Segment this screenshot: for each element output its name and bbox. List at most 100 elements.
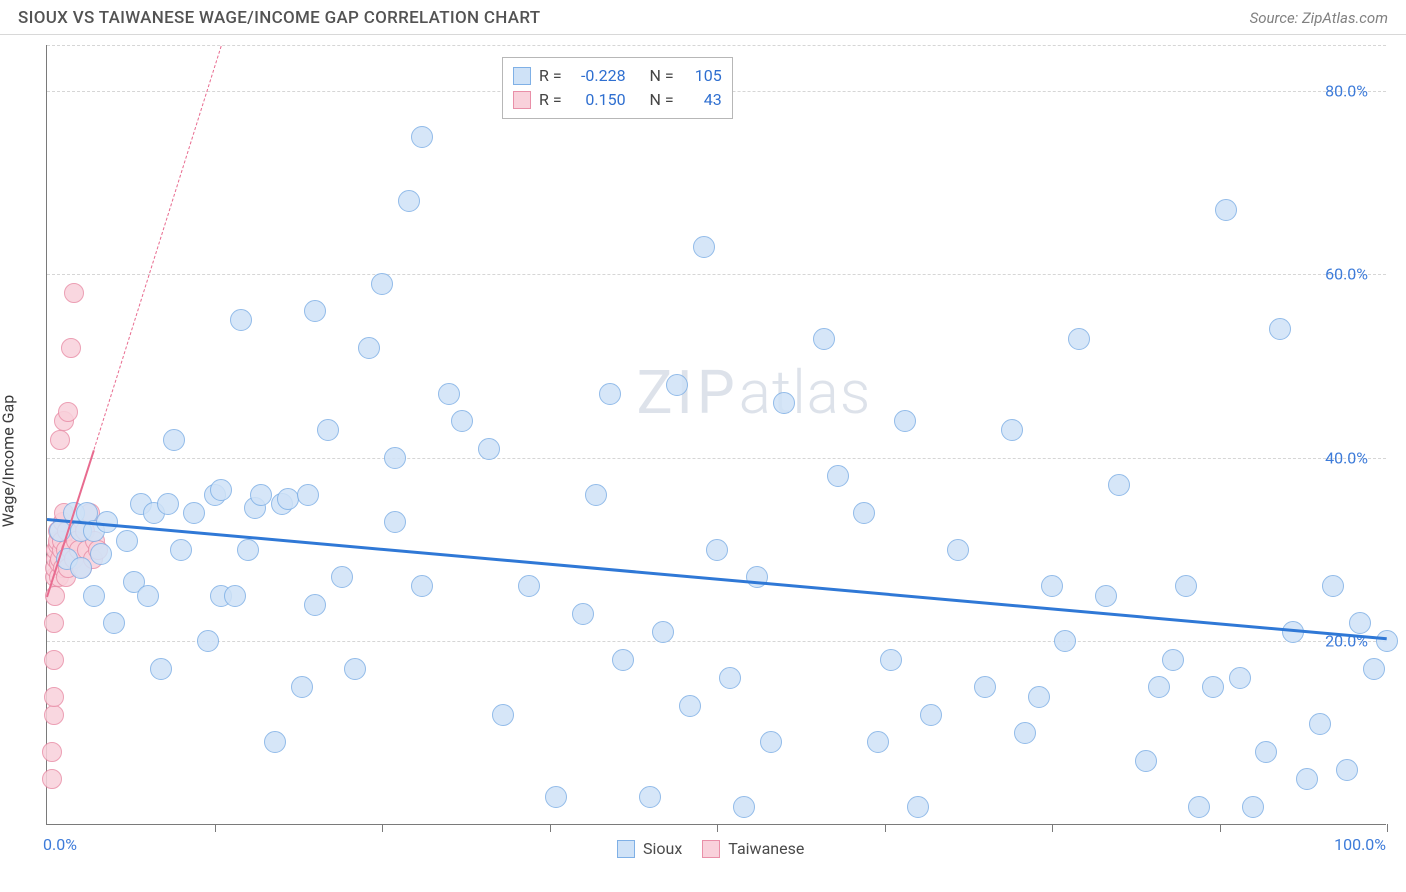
data-point-sioux	[297, 484, 319, 506]
data-point-sioux	[103, 612, 125, 634]
data-point-sioux	[1014, 722, 1036, 744]
data-point-taiwanese	[61, 338, 81, 358]
data-point-sioux	[599, 383, 621, 405]
x-label-min: 0.0%	[43, 835, 77, 854]
data-point-sioux	[451, 410, 473, 432]
legend-r-label: R =	[539, 88, 562, 112]
x-tick	[885, 824, 886, 832]
data-point-sioux	[317, 419, 339, 441]
data-point-sioux	[1336, 759, 1358, 781]
data-point-sioux	[1095, 585, 1117, 607]
data-point-sioux	[1188, 796, 1210, 818]
correlation-legend: R =-0.228 N =105R =0.150 N =43	[502, 57, 733, 119]
data-point-sioux	[652, 621, 674, 643]
chart-source: Source: ZipAtlas.com	[1250, 9, 1388, 27]
data-point-sioux	[1363, 658, 1385, 680]
data-point-sioux	[920, 704, 942, 726]
legend-n-value: 105	[682, 64, 722, 88]
series-legend: Sioux Taiwanese	[617, 839, 804, 858]
data-point-sioux	[880, 649, 902, 671]
chart-title: SIOUX VS TAIWANESE WAGE/INCOME GAP CORRE…	[18, 8, 540, 28]
data-point-sioux	[1255, 741, 1277, 763]
legend-swatch	[513, 67, 531, 85]
legend-r-label: R =	[539, 64, 562, 88]
data-point-sioux	[1296, 768, 1318, 790]
data-point-taiwanese	[44, 705, 64, 725]
data-point-sioux	[183, 502, 205, 524]
data-point-sioux	[1068, 328, 1090, 350]
data-point-sioux	[438, 383, 460, 405]
data-point-sioux	[1309, 713, 1331, 735]
x-tick	[1387, 824, 1388, 832]
x-tick	[215, 824, 216, 832]
data-point-sioux	[827, 465, 849, 487]
data-point-sioux	[264, 731, 286, 753]
data-point-sioux	[1269, 318, 1291, 340]
data-point-sioux	[947, 539, 969, 561]
data-point-sioux	[706, 539, 728, 561]
trend-taiwanese-ext	[93, 45, 221, 449]
y-tick-label: 60.0%	[1325, 265, 1368, 284]
data-point-sioux	[492, 704, 514, 726]
data-point-sioux	[1202, 676, 1224, 698]
data-point-sioux	[1028, 686, 1050, 708]
data-point-sioux	[83, 585, 105, 607]
data-point-sioux	[1242, 796, 1264, 818]
data-point-sioux	[1349, 612, 1371, 634]
data-point-sioux	[210, 479, 232, 501]
data-point-sioux	[666, 374, 688, 396]
data-point-sioux	[137, 585, 159, 607]
legend-label: Taiwanese	[728, 839, 804, 858]
legend-r-value: -0.228	[570, 64, 626, 88]
data-point-sioux	[773, 392, 795, 414]
legend-n-value: 43	[682, 88, 722, 112]
x-tick	[717, 824, 718, 832]
gridline	[47, 641, 1386, 642]
plot-area: ZIPatlas 20.0%40.0%60.0%80.0%0.0%100.0%R…	[46, 45, 1386, 825]
data-point-sioux	[1322, 575, 1344, 597]
data-point-sioux	[1148, 676, 1170, 698]
legend-r-value: 0.150	[570, 88, 626, 112]
data-point-sioux	[1054, 630, 1076, 652]
data-point-sioux	[760, 731, 782, 753]
data-point-sioux	[572, 603, 594, 625]
data-point-sioux	[90, 543, 112, 565]
data-point-sioux	[344, 658, 366, 680]
data-point-sioux	[907, 796, 929, 818]
legend-item: Sioux	[617, 839, 682, 858]
data-point-sioux	[250, 484, 272, 506]
data-point-sioux	[157, 493, 179, 515]
data-point-sioux	[277, 488, 299, 510]
x-label-max: 100.0%	[1334, 835, 1386, 854]
data-point-sioux	[733, 796, 755, 818]
data-point-sioux	[70, 557, 92, 579]
watermark-zip: ZIP	[637, 357, 739, 428]
legend-label: Sioux	[643, 839, 682, 858]
watermark-atlas: atlas	[739, 357, 872, 428]
y-tick-label: 80.0%	[1325, 81, 1368, 100]
data-point-sioux	[853, 502, 875, 524]
legend-n-label: N =	[650, 88, 674, 112]
data-point-taiwanese	[58, 402, 78, 422]
legend-swatch	[513, 91, 531, 109]
data-point-sioux	[1215, 199, 1237, 221]
data-point-sioux	[304, 300, 326, 322]
legend-item: Taiwanese	[702, 839, 804, 858]
data-point-sioux	[693, 236, 715, 258]
data-point-sioux	[384, 447, 406, 469]
data-point-sioux	[371, 273, 393, 295]
data-point-sioux	[1162, 649, 1184, 671]
data-point-sioux	[304, 594, 326, 616]
gridline	[47, 274, 1386, 275]
y-axis-label: Wage/Income Gap	[0, 395, 18, 527]
data-point-sioux	[237, 539, 259, 561]
data-point-sioux	[974, 676, 996, 698]
data-point-sioux	[150, 658, 172, 680]
data-point-sioux	[612, 649, 634, 671]
data-point-taiwanese	[42, 742, 62, 762]
data-point-sioux	[170, 539, 192, 561]
data-point-taiwanese	[44, 650, 64, 670]
data-point-sioux	[291, 676, 313, 698]
data-point-sioux	[1135, 750, 1157, 772]
data-point-sioux	[398, 190, 420, 212]
